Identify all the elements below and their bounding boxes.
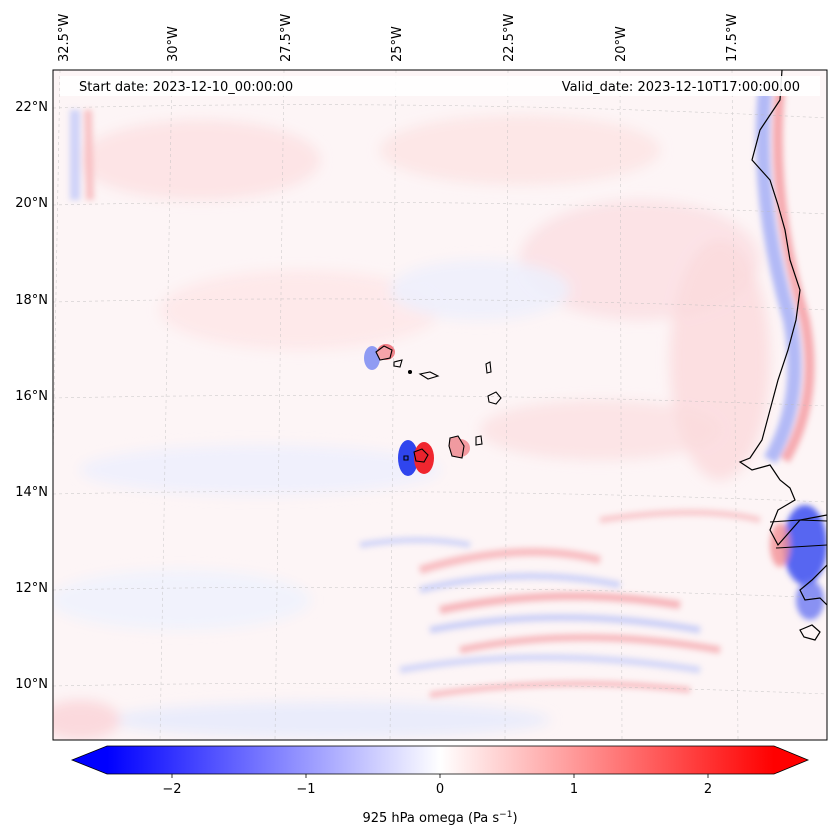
senegal-gambia-border [769, 519, 827, 549]
gridlines [53, 70, 827, 740]
lat-tick-label: 18°N [15, 293, 48, 308]
colorbar-label: 925 hPa omega (Pa s−1) [362, 810, 517, 826]
colorbar-tick-label: 1 [570, 782, 578, 797]
colorbar: −2 −1 0 1 2 925 hPa omega (Pa s−1) [70, 745, 810, 826]
lon-tick-label: 20°W [614, 26, 629, 62]
colorbar-outline [70, 745, 810, 775]
colorbar-tick-label: 0 [436, 782, 444, 797]
lon-tick-label: 32.5°W [57, 14, 72, 62]
colorbar-tick-label: 2 [704, 782, 712, 797]
lon-tick-label: 22.5°W [502, 14, 517, 62]
colorbar-tick-label: −2 [162, 782, 181, 797]
lat-tick-labels: 22°N 20°N 18°N 16°N 14°N 12°N 10°N [15, 100, 48, 692]
colorbar-extend-min [72, 746, 107, 774]
lon-tick-labels: 32.5°W 30°W 27.5°W 25°W 22.5°W 20°W 17.5… [57, 14, 740, 62]
colorbar-label-close: ) [512, 811, 517, 826]
colorbar-extend-max [774, 746, 808, 774]
map-frame [52, 69, 828, 741]
lon-tick-label: 25°W [390, 26, 405, 62]
lat-tick-label: 22°N [15, 100, 48, 115]
cape-verde-islands [375, 345, 502, 463]
colorbar-ticks [171, 774, 709, 778]
start-date-text: Start date: 2023-12-10_00:00:00 [79, 80, 293, 95]
lon-tick-label: 30°W [166, 26, 181, 62]
lat-tick-label: 16°N [15, 389, 48, 404]
lat-tick-label: 10°N [15, 677, 48, 692]
lon-tick-label: 27.5°W [279, 14, 294, 62]
colorbar-tick-label: −1 [296, 782, 315, 797]
lat-tick-label: 14°N [15, 485, 48, 500]
omega-field [53, 70, 827, 740]
colorbar-label-exponent: −1 [499, 810, 512, 820]
colorbar-label-main: 925 hPa omega (Pa s [362, 811, 499, 826]
west-africa-coastline [738, 70, 827, 641]
lon-tick-label: 17.5°W [725, 14, 740, 62]
annotation-band [60, 76, 820, 96]
valid-date-text: Valid_date: 2023-12-10T17:00:00.00 [562, 80, 800, 95]
lat-tick-label: 12°N [15, 581, 48, 596]
colorbar-gradient [107, 746, 774, 774]
lat-tick-label: 20°N [15, 196, 48, 211]
